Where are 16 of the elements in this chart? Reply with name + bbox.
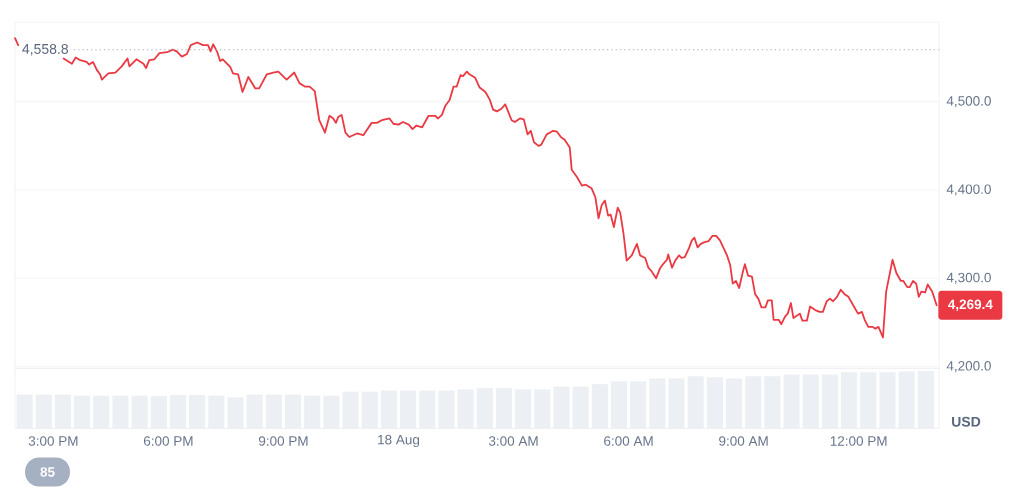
- x-tick-label: 6:00 AM: [604, 436, 653, 446]
- text: 85: [40, 467, 55, 477]
- x-tick-label: 9:00 AM: [719, 436, 768, 446]
- y-tick-label: 4,200.0: [946, 361, 991, 373]
- x-tick-label: 18 Aug: [378, 434, 419, 448]
- y-axis-title: USD: [952, 416, 981, 427]
- annotation: 4,269.4: [948, 299, 993, 312]
- x-tick-label: 3:00 AM: [488, 436, 538, 446]
- y-tick-label: 4,500.0: [946, 96, 991, 108]
- x-tick-label: 6:00 PM: [143, 436, 193, 446]
- y-tick-label: 4,300.0: [946, 272, 991, 284]
- y-tick-label: 4,400.0: [946, 184, 991, 196]
- x-tick-label: 3:00 PM: [28, 436, 78, 446]
- x-tick-label: 12:00 PM: [830, 436, 887, 446]
- x-tick-label: 9:00 PM: [258, 436, 308, 446]
- ref-line-label: 4,558.8: [22, 43, 69, 56]
